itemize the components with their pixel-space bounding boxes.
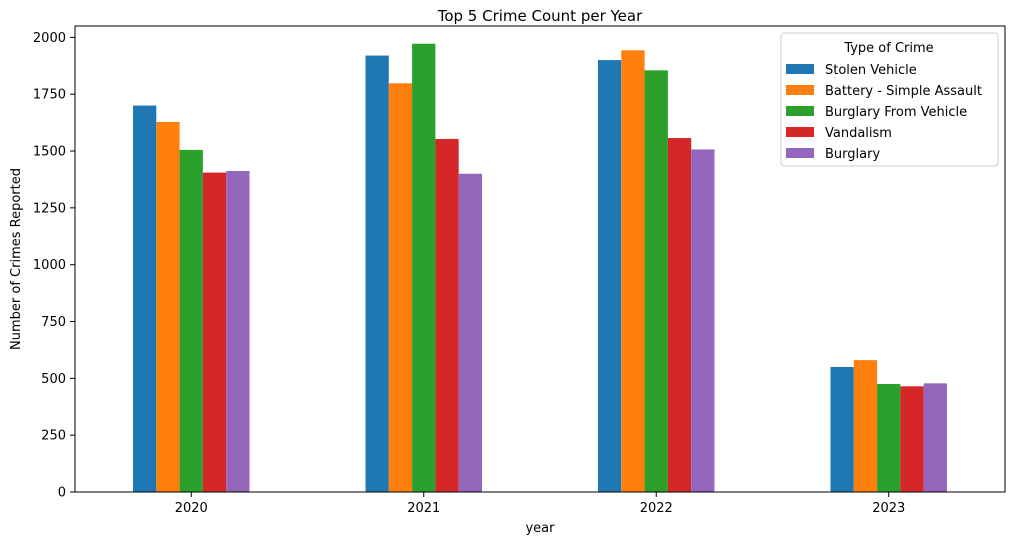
legend-label-burglary: Burglary [825,147,880,162]
bar-burglary-2022 [691,149,715,492]
bar-vandalism-2021 [435,138,459,493]
y-tick-label-2000: 2000 [33,31,66,46]
x-tick-label-2023: 2023 [872,501,905,516]
bar-burglary-from-vehicle-2021 [412,43,436,492]
bar-burglary-from-vehicle-2022 [644,70,668,492]
legend-swatch-vandalism [786,127,814,137]
legend-title: Type of Crime [843,41,933,56]
x-axis: 2020 2021 2022 2023 [175,492,905,516]
x-axis-title: year [525,521,555,536]
bar-vandalism-2020 [202,172,227,492]
bar-burglary-2023 [923,383,947,492]
bar-battery-simple-assault-2020 [156,121,180,493]
bar-burglary-2021 [458,173,482,492]
bars-group [133,43,947,493]
bar-battery-simple-assault-2021 [388,83,413,492]
legend-label-burglary-from-vehicle: Burglary From Vehicle [825,105,967,120]
bar-stolen-vehicle-2023 [830,366,854,492]
y-axis: 0 250 500 750 1000 1250 1500 1750 2000 [33,31,75,501]
bar-battery-simple-assault-2023 [853,360,878,492]
y-tick-label-0: 0 [58,486,66,501]
bar-battery-simple-assault-2022 [621,50,645,492]
y-axis-title: Number of Crimes Reported [9,168,24,350]
y-tick-label-250: 250 [41,429,66,444]
y-tick-label-1250: 1250 [33,201,66,216]
x-tick-label-2020: 2020 [175,501,208,516]
y-tick-label-1000: 1000 [33,258,66,273]
legend-swatch-battery-simple-assault [786,85,814,95]
bar-vandalism-2023 [900,386,924,492]
y-tick-label-500: 500 [41,372,66,387]
bar-stolen-vehicle-2022 [598,60,622,492]
bar-burglary-from-vehicle-2020 [179,149,203,492]
bar-burglary-2020 [226,171,250,492]
legend-swatch-burglary-from-vehicle [786,106,814,116]
legend-label-vandalism: Vandalism [825,126,892,141]
legend-items: Stolen Vehicle Battery - Simple Assault Bu… [786,63,982,162]
bar-stolen-vehicle-2020 [133,105,157,492]
y-tick-label-750: 750 [41,315,66,330]
y-tick-label-1500: 1500 [33,145,66,160]
legend-label-stolen-vehicle: Stolen Vehicle [825,63,917,78]
legend-label-battery-simple-assault: Battery - Simple Assault [825,84,982,99]
y-tick-label-1750: 1750 [33,88,66,103]
plot-frame [74,25,1006,493]
legend-swatch-burglary [786,148,814,158]
x-tick-label-2021: 2021 [407,501,440,516]
chart-title: Top 5 Crime Count per Year [437,7,643,25]
legend-frame [780,32,999,167]
bar-stolen-vehicle-2021 [365,55,389,493]
x-tick-label-2022: 2022 [640,501,673,516]
legend-swatch-stolen-vehicle [786,64,814,74]
legend: Type of Crime Stolen Vehicle Battery - Si… [780,32,999,167]
bar-burglary-from-vehicle-2023 [877,384,901,492]
bar-vandalism-2022 [667,138,692,492]
